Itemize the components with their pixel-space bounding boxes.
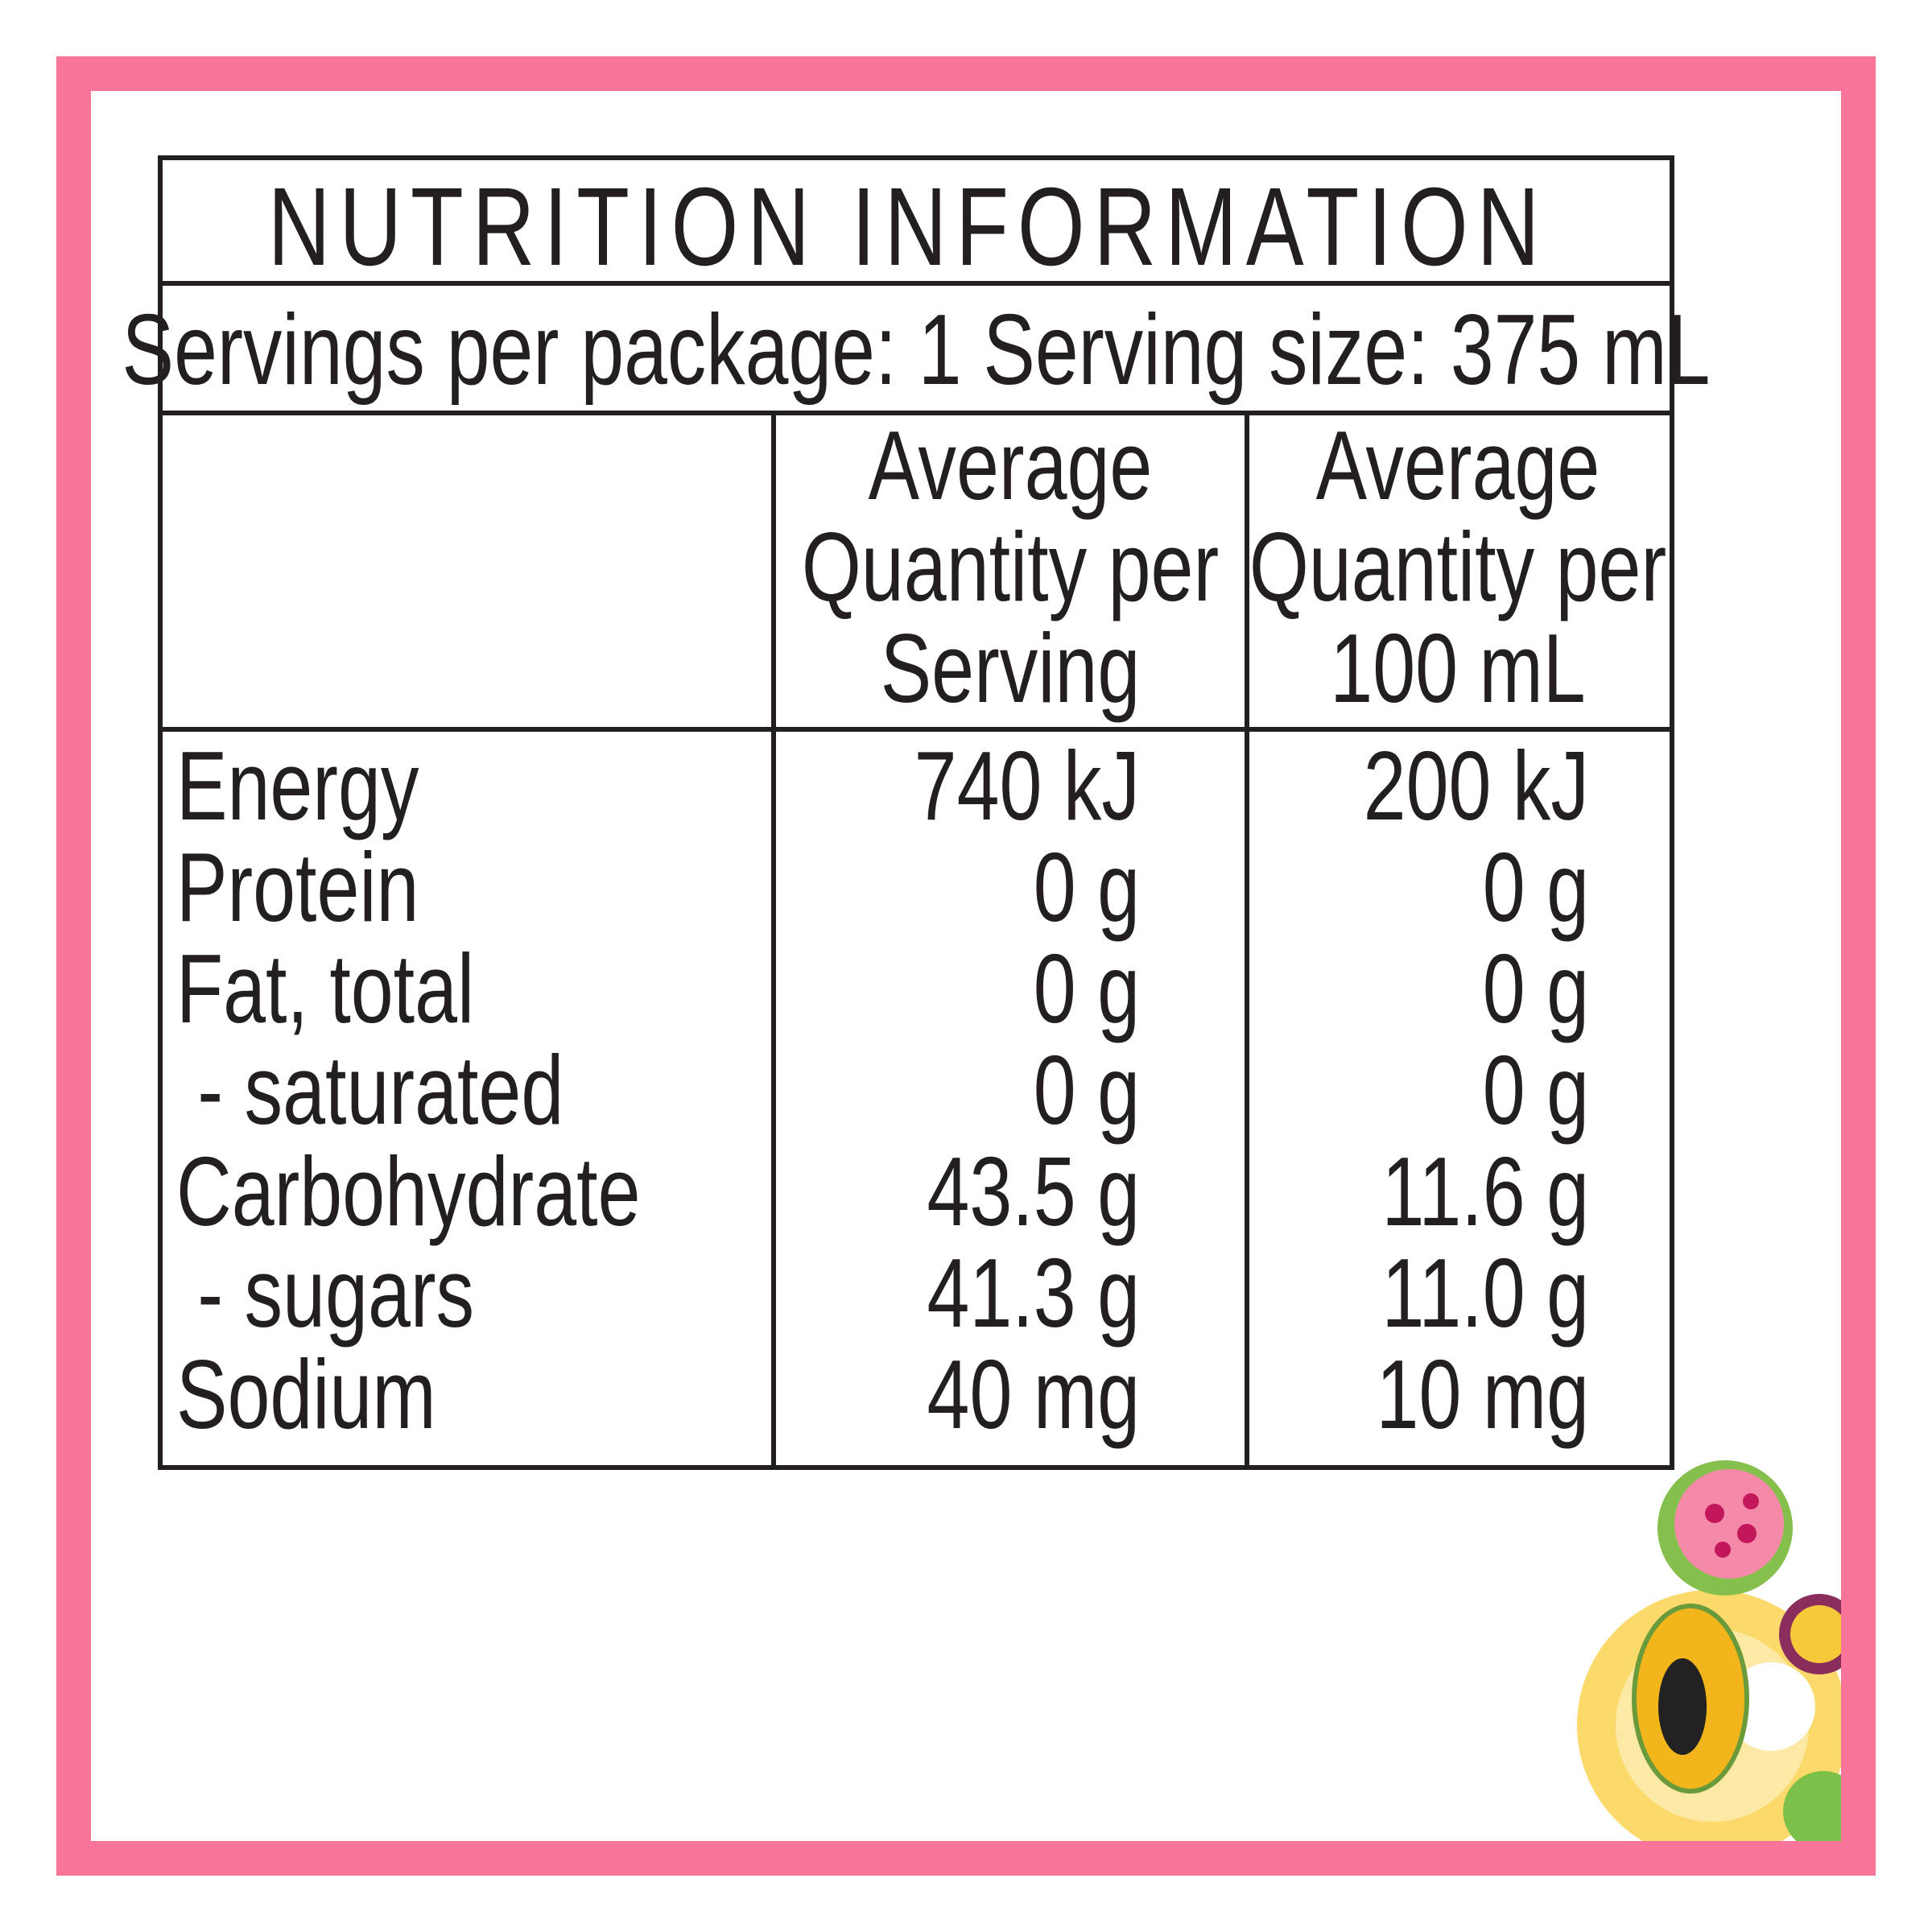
column-header: Average	[869, 411, 1153, 521]
value-per-100ml: 0 g	[1483, 935, 1589, 1044]
value-per-serving: 0 g	[1034, 833, 1140, 943]
page-border	[56, 56, 1876, 1876]
column-header: Average	[1316, 411, 1600, 521]
value-per-100ml: 11.0 g	[1382, 1239, 1589, 1348]
value-per-100ml: 200 kJ	[1364, 732, 1589, 841]
column-header: 100 mL	[1330, 614, 1585, 724]
value-per-serving: 43.5 g	[927, 1137, 1140, 1247]
column-header: Quantity per	[802, 513, 1219, 622]
nutrient-label: - sugars	[176, 1239, 474, 1348]
value-per-100ml: 0 g	[1483, 1036, 1589, 1146]
nutrient-label: Fat, total	[176, 935, 474, 1044]
nutrient-label: - saturated	[176, 1036, 564, 1146]
servings: Servings per package: 1 Serving size: 37…	[122, 293, 1711, 405]
value-per-serving: 0 g	[1034, 1036, 1140, 1146]
column-header: Serving	[881, 614, 1141, 724]
value-per-serving: 41.3 g	[927, 1239, 1140, 1348]
value-per-100ml: 11.6 g	[1382, 1137, 1589, 1247]
value-per-100ml: 0 g	[1483, 833, 1589, 943]
nutrient-label: Sodium	[176, 1340, 436, 1450]
nutrient-label: Energy	[176, 732, 419, 841]
nutrient-label: Protein	[176, 833, 419, 943]
title: NUTRITION INFORMATION	[268, 165, 1549, 289]
nutrient-label: Carbohydrate	[176, 1137, 641, 1247]
column-header: Quantity per	[1249, 513, 1666, 622]
value-per-serving: 40 mg	[927, 1340, 1140, 1450]
table-lines	[158, 155, 1674, 1470]
value-per-serving: 740 kJ	[914, 732, 1140, 841]
value-per-100ml: 10 mg	[1377, 1340, 1589, 1450]
value-per-serving: 0 g	[1034, 935, 1140, 1044]
fruit-illustration	[1577, 1460, 1841, 1841]
